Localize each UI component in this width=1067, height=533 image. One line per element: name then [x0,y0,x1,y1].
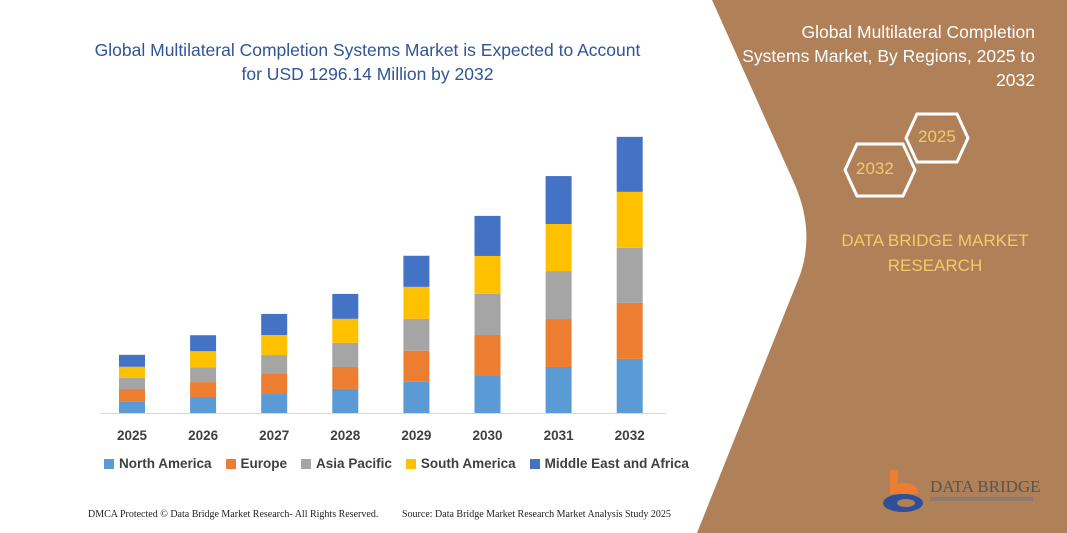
bar-segment [474,255,501,294]
bar-segment [474,375,501,413]
legend-item: Asia Pacific [301,456,392,471]
bar-segment [261,355,288,375]
legend: North America Europe Asia Pacific South … [104,456,689,471]
bar-segment [616,302,643,359]
x-tick-label: 2030 [472,428,502,443]
bar-segment [261,394,288,413]
legend-item: South America [405,456,516,471]
bar-segment [119,366,145,378]
bar-segment [119,401,145,413]
bar-segment [474,293,501,336]
bar-segment [616,136,643,192]
legend-label: North America [119,456,212,471]
footer-copyright: DMCA Protected © Data Bridge Market Rese… [88,509,379,520]
bar-segment [545,366,572,413]
bar-segment [190,367,217,383]
bar-segment [545,319,572,367]
bar-segment [119,388,145,402]
bar-segment [332,293,359,319]
logo-text: DATA BRIDGE [930,477,1041,496]
bar-segment [119,377,145,389]
bar-segment [261,374,288,395]
legend-item: North America [104,456,212,471]
bar-segment [332,388,359,413]
hexagon-2025 [904,112,970,164]
bar-segment [545,176,572,225]
bar-segment [332,366,359,389]
bar-segment [261,313,288,336]
side-panel-shape [697,0,1067,533]
bar-segment [616,358,643,413]
legend-label: Asia Pacific [316,456,392,471]
legend-label: Middle East and Africa [544,456,689,471]
bar-segment [403,255,430,287]
bar-segment [403,381,430,413]
legend-label: Europe [240,456,288,471]
legend-item: Middle East and Africa [529,456,689,471]
bar-segment [332,318,359,343]
bar-segment [190,335,217,352]
hexagon-2032 [843,142,917,198]
x-tick-label: 2025 [117,428,148,443]
legend-item: Europe [225,456,288,471]
x-tick-label: 2026 [188,428,219,443]
bar-segment [119,354,145,367]
bar-segment [403,350,430,382]
brand-text: DATA BRIDGE MARKET RESEARCH [841,231,1029,275]
logo-icon [883,470,923,512]
bar-segment [190,351,217,368]
bar-segment [403,286,430,319]
hex-label-end: 2032 [856,159,894,178]
bar-segment [616,247,643,303]
bar-segment [545,224,572,272]
bar-segment [332,342,359,367]
hex-label-start: 2025 [918,127,956,146]
x-tick-label: 2032 [615,428,645,443]
bar-segment [616,191,643,248]
x-tick-label: 2031 [544,428,575,443]
logo-subline [930,497,1033,501]
bar-segment [261,335,288,356]
bar-segment [545,271,572,320]
chart-title: Global Multilateral Completion Systems M… [94,40,641,84]
bar-segment [474,335,501,376]
bar-segment [190,382,217,398]
side-panel-title: Global Multilateral Completion Systems M… [742,22,1035,90]
bar-segment [190,397,217,413]
footer-source: Source: Data Bridge Market Research Mark… [402,509,671,520]
x-tick-label: 2029 [401,428,431,443]
bar-segment [403,318,430,351]
legend-label: South America [420,456,516,471]
x-tick-label: 2027 [259,428,289,443]
stacked-bar-chart: 2025 2026 2027 2028 2029 2030 2031 2032 [100,136,666,443]
bar-segment [474,215,501,256]
x-tick-label: 2028 [330,428,361,443]
